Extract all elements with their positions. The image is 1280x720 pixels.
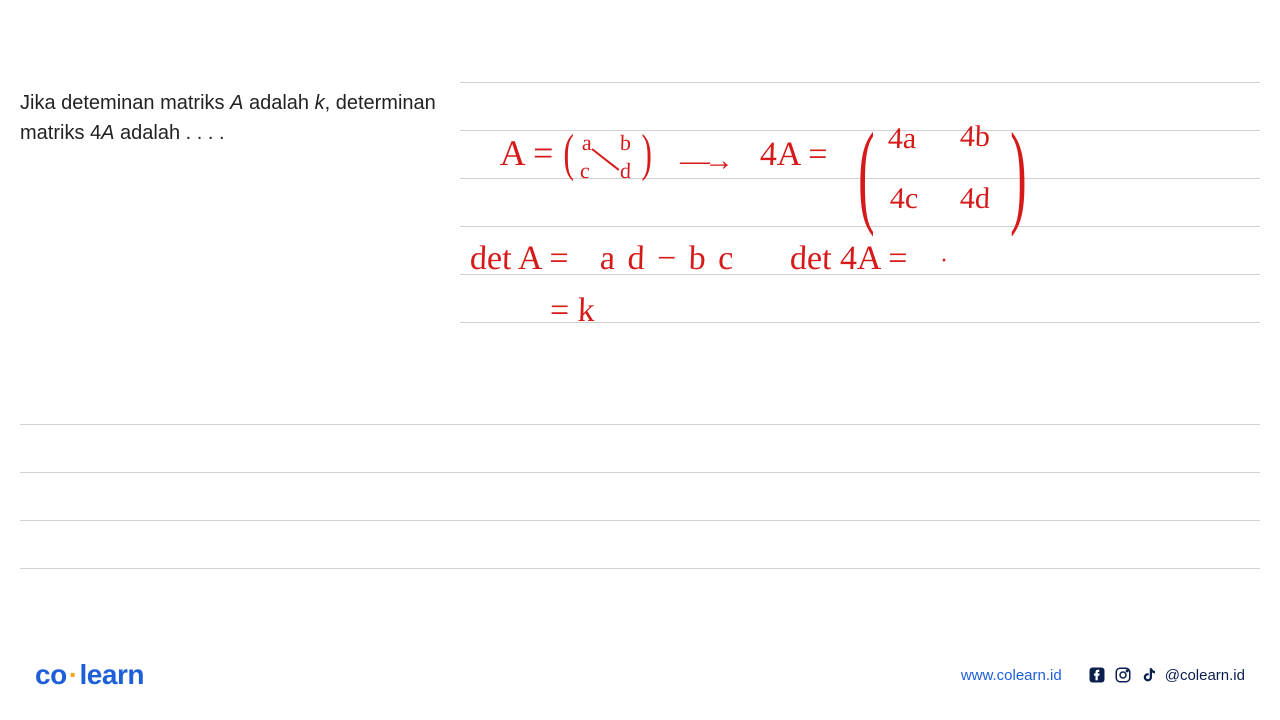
- hw-big-paren-left: (: [858, 107, 874, 240]
- ruled-line-full: [20, 472, 1260, 473]
- footer: co·learn www.colearn.id @colearn.id: [0, 655, 1280, 695]
- ruled-line-full: [20, 568, 1260, 569]
- social-handle: @colearn.id: [1165, 667, 1245, 684]
- hw-det4A: det 4A =: [789, 240, 908, 278]
- tiktok-icon: [1139, 665, 1159, 685]
- question-text: Jika deteminan matriks A adalah k, deter…: [20, 88, 450, 148]
- question-line2-pre: matriks 4: [20, 122, 101, 144]
- social-group: @colearn.id: [1087, 665, 1245, 685]
- hw-A-def: A =: [499, 132, 554, 174]
- footer-right: www.colearn.id @colearn.id: [961, 665, 1245, 685]
- facebook-icon: [1087, 665, 1107, 685]
- question-line1-post: , determinan: [325, 92, 436, 114]
- logo-co: co: [35, 659, 67, 690]
- question-A: A: [230, 92, 243, 114]
- hw-matrix-d: d: [620, 158, 632, 184]
- question-line1-mid: adalah: [243, 92, 314, 114]
- hw-4a: 4a: [887, 122, 917, 156]
- hw-dot: ·: [940, 248, 949, 275]
- ruled-line: [460, 82, 1260, 83]
- question-line1-pre: Jika deteminan matriks: [20, 92, 230, 114]
- ruled-line-full: [20, 424, 1260, 425]
- logo-learn: learn: [80, 659, 144, 690]
- website-url: www.colearn.id: [961, 667, 1062, 684]
- hw-4d: 4d: [959, 182, 990, 216]
- logo: co·learn: [35, 659, 144, 691]
- instagram-icon: [1113, 665, 1133, 685]
- hw-matrix-b: b: [620, 130, 632, 156]
- hw-paren-right: ): [641, 124, 651, 183]
- ruled-line-full: [20, 520, 1260, 521]
- logo-dot: ·: [69, 659, 78, 690]
- question-line2-post: adalah . . . .: [114, 122, 224, 144]
- hw-eq-k: = k: [549, 292, 595, 330]
- hw-4c: 4c: [889, 182, 919, 216]
- hw-4b: 4b: [959, 120, 990, 154]
- hw-paren-left: (: [563, 124, 573, 183]
- hw-4A-eq: 4A =: [759, 136, 828, 174]
- hw-detA: det A =: [469, 240, 569, 278]
- hw-big-paren-right: ): [1010, 107, 1026, 240]
- question-A2: A: [101, 122, 114, 144]
- hw-matrix-c: c: [580, 158, 591, 184]
- hw-detA-expr: a d − b c: [599, 240, 736, 278]
- question-k: k: [315, 92, 325, 114]
- hw-arrow: —→: [680, 144, 728, 178]
- hw-matrix-a: a: [582, 130, 593, 156]
